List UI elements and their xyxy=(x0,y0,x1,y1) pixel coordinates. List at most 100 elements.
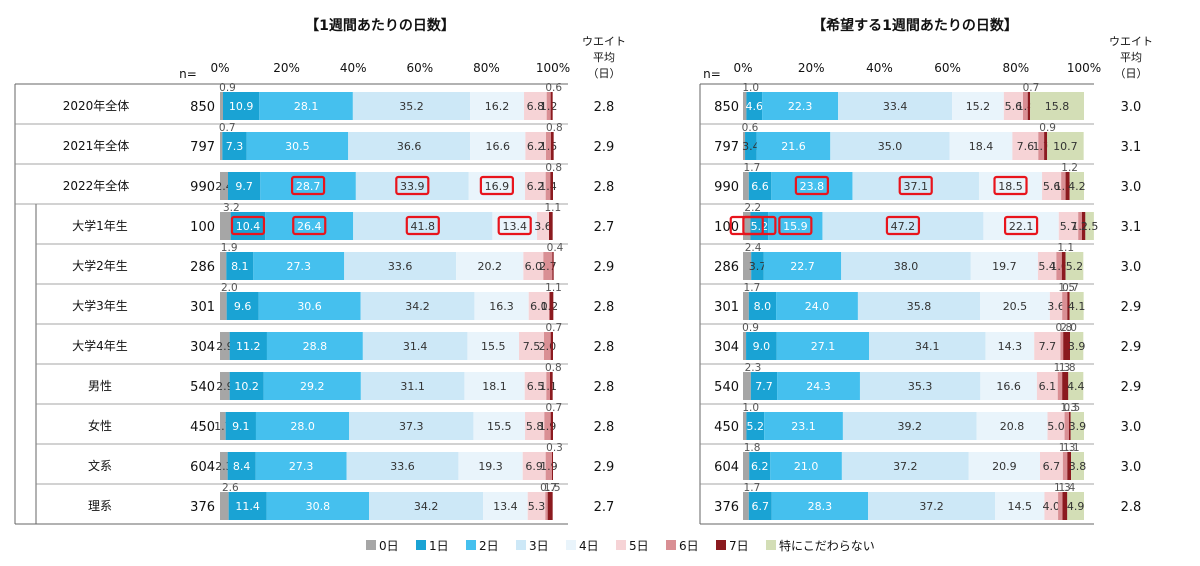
bar-value-label: 1.5 xyxy=(540,140,558,153)
bar-segment xyxy=(777,372,860,400)
bar-segment xyxy=(1069,172,1084,200)
n-value: 450 xyxy=(190,420,215,435)
weighted-avg-value: 3.0 xyxy=(1121,260,1142,275)
bar-value-label: 1.2 xyxy=(540,100,558,113)
bar-value-label: 7.7 xyxy=(755,380,773,393)
bar-value-label: 4.1 xyxy=(1068,300,1086,313)
bar-value-label: 0.3 xyxy=(546,442,563,454)
highlight-box xyxy=(898,175,933,196)
bar-value-label: 33.6 xyxy=(390,460,415,473)
bar-segment xyxy=(362,332,468,360)
weighted-avg-value: 3.1 xyxy=(1121,220,1142,235)
category-label: 女性 xyxy=(88,418,112,433)
bar-segment xyxy=(985,332,1035,360)
bar-segment xyxy=(226,252,254,280)
legend-label: 7日 xyxy=(729,539,749,553)
bar-segment xyxy=(776,292,858,320)
bar-value-label: 6.8 xyxy=(527,100,545,113)
bar-segment xyxy=(524,372,547,400)
legend-label: 3日 xyxy=(529,539,549,553)
chart-title: 【1週間あたりの日数】 xyxy=(305,17,455,34)
bar-segment xyxy=(1060,332,1064,360)
bar-value-label: 1.0 xyxy=(742,402,759,414)
bar-value-label: 9.0 xyxy=(753,340,771,353)
bar-segment xyxy=(546,132,552,160)
legend-swatch xyxy=(616,540,626,550)
bar-value-label: 4.9 xyxy=(1067,500,1085,513)
bar-segment xyxy=(1038,132,1045,160)
bar-segment xyxy=(770,452,842,480)
bar-value-label: 3.9 xyxy=(1069,420,1087,433)
bar-value-label: 6.6 xyxy=(751,180,769,193)
bar-value-label: 8.1 xyxy=(231,260,249,273)
bar-value-label: 30.5 xyxy=(285,140,310,153)
bar-segment xyxy=(523,252,544,280)
bar-segment xyxy=(543,252,553,280)
bar-value-label: 2.9 xyxy=(216,340,234,353)
n-value: 540 xyxy=(714,380,739,395)
bar-segment xyxy=(467,332,520,360)
bar-segment xyxy=(1063,332,1071,360)
weighted-avg-value: 2.7 xyxy=(594,220,615,235)
bar-value-label: 16.6 xyxy=(485,140,510,153)
bar-segment xyxy=(263,372,361,400)
bar-segment xyxy=(743,252,752,280)
bar-value-label: 0.9 xyxy=(1039,122,1056,134)
bar-value-label: 3.8 xyxy=(1069,460,1087,473)
bar-segment xyxy=(841,252,971,280)
weighted-avg-value: 3.0 xyxy=(1121,180,1142,195)
n-value: 100 xyxy=(714,220,739,235)
bar-value-label: 15.5 xyxy=(487,420,512,433)
bar-value-label: 9.7 xyxy=(235,180,253,193)
highlight-box xyxy=(405,215,440,236)
bar-value-label: 0.2 xyxy=(541,300,559,313)
bar-segment xyxy=(1056,252,1062,280)
bar-value-label: 3.2 xyxy=(223,202,240,214)
bar-segment xyxy=(746,92,763,120)
bar-value-label: 1.9 xyxy=(221,242,238,254)
weighted-avg-value: 2.9 xyxy=(1121,380,1142,395)
bar-value-label: 0.8 xyxy=(545,362,562,374)
bar-value-label: 4.4 xyxy=(1067,380,1085,393)
legend: 0日 1日 2日 3日 4日 5日 6日 7日 特にこだわらない xyxy=(366,538,875,553)
bar-value-label: 33.9 xyxy=(400,180,425,193)
highlight-box xyxy=(778,215,813,236)
highlight-box xyxy=(479,175,514,196)
weighted-avg-value: 3.0 xyxy=(1121,460,1142,475)
bar-segment xyxy=(743,132,746,160)
bar-segment xyxy=(483,492,528,520)
bar-value-label: 0.7 xyxy=(540,482,557,494)
bar-value-label: 22.7 xyxy=(790,260,815,273)
bar-segment xyxy=(1085,212,1094,240)
bar-value-label: 13.4 xyxy=(502,220,527,233)
category-label: 2021年全体 xyxy=(63,138,130,153)
n-value: 286 xyxy=(190,260,215,275)
chart-panel-2: 【希望する1週間あたりの日数】 0% 20% 40% 60% 80% 100% n= ウエイト平… xyxy=(699,17,1153,525)
bar-segment xyxy=(1065,172,1070,200)
bar-value-label: 2.6 xyxy=(222,482,239,494)
bar-value-label: 27.3 xyxy=(289,460,314,473)
bar-segment xyxy=(1070,412,1084,440)
bar-value-label: 5.3 xyxy=(528,500,546,513)
bar-segment xyxy=(550,412,553,440)
bar-value-label: 8.0 xyxy=(754,300,772,313)
weighted-avg-value: 3.0 xyxy=(1121,420,1142,435)
n-value: 286 xyxy=(714,260,739,275)
legend-swatch xyxy=(516,540,526,550)
bar-value-label: 9.1 xyxy=(232,420,250,433)
bar-segment xyxy=(220,212,231,240)
bar-segment xyxy=(229,372,264,400)
bar-value-label: 2.3 xyxy=(745,362,762,374)
bar-segment xyxy=(266,332,363,360)
bar-value-label: 1.3 xyxy=(1054,482,1071,494)
bar-value-label: 14.3 xyxy=(998,340,1023,353)
n-value: 304 xyxy=(714,340,739,355)
bar-value-label: 37.2 xyxy=(919,500,944,513)
axis-tick-label: 40% xyxy=(340,61,367,75)
bar-value-label: 0.9 xyxy=(742,322,759,334)
bar-value-label: 1.8 xyxy=(744,442,761,454)
bar-value-label: 6.0 xyxy=(525,260,543,273)
bar-value-label: 1.8 xyxy=(1059,362,1076,374)
bar-value-label: 10.4 xyxy=(236,220,261,233)
bar-segment xyxy=(1068,372,1084,400)
